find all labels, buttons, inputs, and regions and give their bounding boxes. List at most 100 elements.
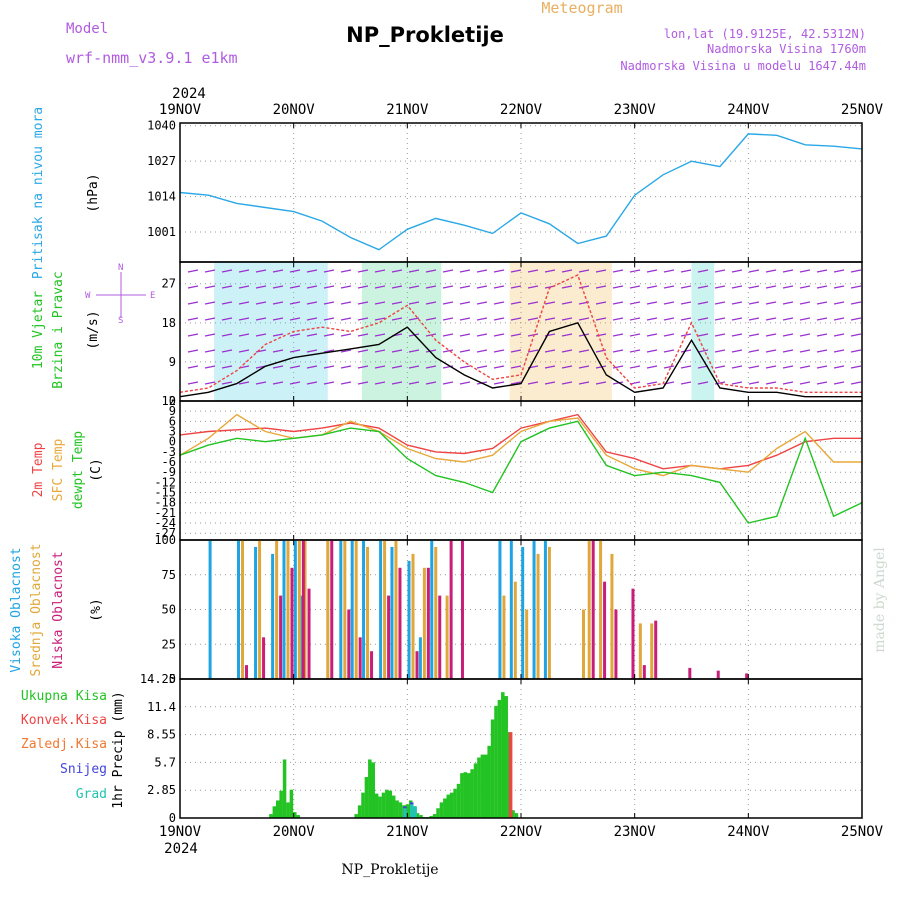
wind-arrow xyxy=(612,365,624,369)
bar-Srednja Oblacnost xyxy=(275,540,279,679)
wind-arrow xyxy=(493,381,505,385)
wind-arrow xyxy=(221,301,233,305)
wind-arrow xyxy=(578,269,590,273)
wind-arrow xyxy=(527,301,539,305)
wind-arrow xyxy=(340,365,352,369)
bar-Ukupna Kisa xyxy=(368,759,372,818)
wind-arrow xyxy=(306,333,318,337)
y-tick-label: 8.55 xyxy=(147,728,176,742)
wind-arrow xyxy=(289,365,301,369)
wind-arrow xyxy=(221,333,233,337)
wind-arrow xyxy=(442,381,454,385)
wind-arrow xyxy=(204,349,216,353)
wind-arrow xyxy=(782,301,794,305)
wind-arrow xyxy=(238,301,250,305)
wind-arrow xyxy=(595,333,607,337)
wind-arrow xyxy=(391,349,403,353)
panel-cloud: 100 75 50 25 0 xyxy=(154,533,863,686)
wind-arrow xyxy=(255,285,267,289)
bar-Visoka Oblacnost xyxy=(498,540,502,679)
wind-arrow xyxy=(238,349,250,353)
bar-Konvek.Kisa xyxy=(508,732,513,818)
wind-arrow xyxy=(680,365,692,369)
wind-arrow xyxy=(272,317,284,321)
wind-arrow xyxy=(697,349,709,353)
y-tick-label: 0 xyxy=(169,435,176,449)
y-tick-label: 9 xyxy=(169,355,176,369)
bar-Ukupna Kisa xyxy=(460,773,464,818)
mid-cloud-label: Srednja Oblacnost xyxy=(29,543,44,676)
bar-Ukupna Kisa xyxy=(371,762,375,818)
wind-arrow xyxy=(850,365,862,369)
wind-arrow xyxy=(272,381,284,385)
wind-arrow xyxy=(374,349,386,353)
wind-arrow xyxy=(357,301,369,305)
bar-Ukupna Kisa xyxy=(466,773,471,818)
bar-Srednja Oblacnost xyxy=(383,540,387,679)
legend-total-precip: Ukupna Kisa xyxy=(21,689,107,704)
wind-arrow xyxy=(306,381,318,385)
wind-arrow xyxy=(476,333,488,337)
bar-Niska Oblacnost xyxy=(631,588,635,679)
wind-arrow xyxy=(714,365,726,369)
svg-text:W: W xyxy=(85,291,91,301)
bar-Ukupna Kisa xyxy=(449,792,454,818)
wind-arrow xyxy=(374,317,386,321)
wind-arrow xyxy=(561,381,573,385)
credit-watermark: made by Angel xyxy=(872,547,888,653)
bar-Srednja Oblacnost xyxy=(297,540,301,679)
wind-arrow xyxy=(323,285,335,289)
wind-arrow xyxy=(850,333,862,337)
dewpt-label: dewpt Temp xyxy=(71,431,86,509)
wind-arrow xyxy=(748,317,760,321)
wind-arrow xyxy=(612,269,624,273)
wind-arrow xyxy=(408,317,420,321)
wind-arrow xyxy=(510,333,522,337)
y-tick-label: 3 xyxy=(169,425,176,439)
precip-unit: 1hr Precip (mm) xyxy=(111,691,126,808)
wind-arrow xyxy=(816,301,828,305)
wind-arrow xyxy=(187,365,199,369)
wind-arrow xyxy=(238,333,250,337)
wind-arrow xyxy=(340,285,352,289)
wind-arrow xyxy=(714,317,726,321)
y-tick-label: -24 xyxy=(154,516,176,530)
y-tick-label: 9 xyxy=(169,404,176,418)
wind-arrow xyxy=(561,349,573,353)
wind-arrow xyxy=(799,333,811,337)
wind-arrow xyxy=(187,333,199,337)
footer-station: NP_Prokletije xyxy=(341,862,438,878)
bar-Srednja Oblacnost xyxy=(610,553,614,679)
wind-arrow xyxy=(714,333,726,337)
wind-arrow xyxy=(340,381,352,385)
wind-arrow xyxy=(204,333,216,337)
y-tick-label: 6 xyxy=(169,414,176,428)
wind-arrow xyxy=(816,317,828,321)
bar-Niska Oblacnost xyxy=(642,665,646,679)
bar-Niska Oblacnost xyxy=(614,609,618,679)
wind-arrow xyxy=(816,381,828,385)
panel-wind: 27 18 9 0 xyxy=(162,261,863,408)
wind-arrow xyxy=(782,349,794,353)
bar-Niska Oblacnost xyxy=(716,670,720,679)
wind-arrow xyxy=(391,301,403,305)
bar-Ukupna Kisa xyxy=(364,777,369,818)
wind-arrow xyxy=(221,317,233,321)
wind-arrow xyxy=(629,285,641,289)
wind-arrow xyxy=(816,333,828,337)
wind-arrow xyxy=(204,365,216,369)
bar-Niska Oblacnost xyxy=(654,620,658,679)
temp2m-label: 2m Temp xyxy=(31,442,46,497)
wind-arrow xyxy=(272,365,284,369)
wind-arrow xyxy=(238,381,250,385)
wind-arrow xyxy=(663,285,675,289)
bar-Srednja Oblacnost xyxy=(513,581,517,679)
wind-arrow xyxy=(493,349,505,353)
wind-arrow xyxy=(221,365,233,369)
elevation-text: Nadmorska Visina 1760m xyxy=(707,42,866,56)
wind-arrow xyxy=(493,365,505,369)
wind-arrow xyxy=(204,269,216,273)
wind-arrow xyxy=(425,269,437,273)
model-elevation-text: Nadmorska Visina u modelu 1647.44m xyxy=(620,59,866,73)
wind-arrow xyxy=(663,365,675,369)
